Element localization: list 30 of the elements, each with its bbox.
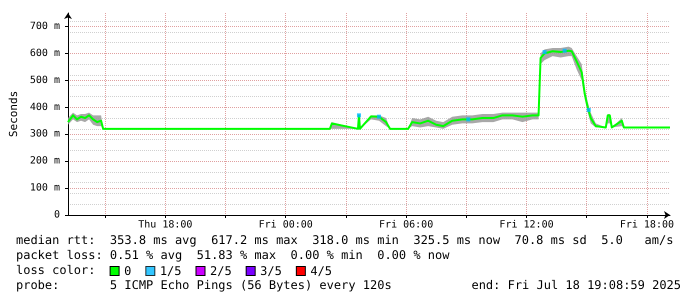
point — [356, 113, 361, 118]
text: median rtt: 353.8 ms avg 617.2 ms max 318.0 ms min 325.5 ms now 70.8 ms sd 5.0 am/s — [16, 233, 674, 247]
x-tick-label: Fri 00:00 — [258, 220, 313, 230]
x-tick-label: Thu 18:00 — [138, 220, 192, 230]
y-tick-label: 100 m — [30, 182, 60, 194]
y-tick-label: 500 m — [30, 74, 60, 86]
point — [466, 117, 470, 122]
text: packet loss: 0.51 % avg 51.83 % max 0.00 % min 0.00 % now — [16, 248, 450, 262]
legend-label: 1/5 — [160, 264, 182, 278]
legend-label: 0 — [124, 264, 132, 278]
point — [562, 48, 567, 53]
y-axis-title: Seconds — [7, 90, 20, 138]
legend-label: 2/5 — [210, 264, 232, 278]
y-tick-label: 200 m — [30, 156, 60, 167]
legend-label: 3/5 — [260, 264, 282, 278]
y-tick-label: 0 — [54, 210, 60, 220]
legend-label: 4/5 — [310, 264, 332, 278]
x-tick-label: Fri 18:00 — [620, 220, 674, 230]
y-tick-label: 600 m — [30, 48, 60, 59]
x-tick-label: Fri 06:00 — [379, 220, 434, 230]
legend-title: loss color: — [16, 263, 96, 277]
y-tick-label: 400 m — [30, 102, 60, 113]
point — [542, 50, 547, 54]
text: probe: 5 ICMP Echo Pings (56 Bytes) every 120s — [16, 278, 392, 292]
y-tick-label: 300 m — [30, 128, 60, 140]
point — [586, 108, 591, 112]
y-tick-label: 700 m — [30, 20, 60, 32]
x-tick-label: Fri 12:00 — [499, 220, 554, 230]
text: end: Fri Jul 18 19:08:59 2025 — [471, 278, 681, 292]
point — [377, 114, 382, 119]
